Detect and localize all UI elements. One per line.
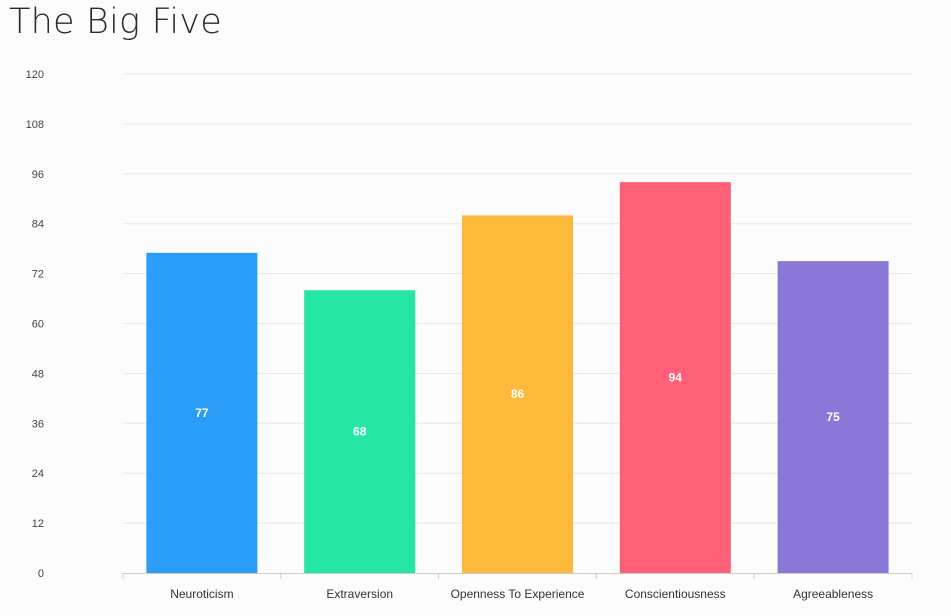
y-tick-label: 36 xyxy=(32,418,44,430)
data-label: 75 xyxy=(826,410,840,424)
x-tick-label: Neuroticism xyxy=(170,587,233,601)
bar[interactable] xyxy=(462,215,573,573)
data-label: 68 xyxy=(353,425,367,439)
bars xyxy=(146,182,889,573)
y-tick-label: 60 xyxy=(32,319,44,331)
chart-title: The Big Five xyxy=(9,2,222,42)
y-tick-label: 84 xyxy=(32,219,44,231)
data-labels: 77 68 86 94 75 xyxy=(195,371,840,439)
y-tick-label: 24 xyxy=(32,468,44,480)
y-axis-labels: 0 12 24 36 48 60 72 84 96 108 120 xyxy=(26,69,44,580)
data-label: 86 xyxy=(511,387,525,401)
x-tick-label: Extraversion xyxy=(326,587,393,601)
bar[interactable] xyxy=(619,182,731,573)
bar[interactable] xyxy=(777,261,889,573)
x-tick-label: Openness To Experience xyxy=(451,587,585,601)
y-tick-label: 48 xyxy=(32,368,44,380)
x-tick-label: Conscientiousness xyxy=(625,587,726,601)
x-tick-label: Agreeableness xyxy=(793,587,873,601)
bar[interactable] xyxy=(146,252,258,573)
bar[interactable] xyxy=(304,290,416,573)
x-axis-labels: Neuroticism Extraversion Openness To Exper… xyxy=(170,587,873,601)
y-tick-label: 12 xyxy=(32,518,44,530)
y-tick-label: 96 xyxy=(32,169,44,181)
y-tick-label: 108 xyxy=(26,119,44,131)
data-label: 94 xyxy=(669,371,683,385)
y-tick-label: 72 xyxy=(32,269,44,281)
data-label: 77 xyxy=(195,406,209,420)
y-tick-label: 120 xyxy=(26,69,44,81)
x-axis xyxy=(122,573,913,579)
y-tick-label: 0 xyxy=(38,568,44,580)
